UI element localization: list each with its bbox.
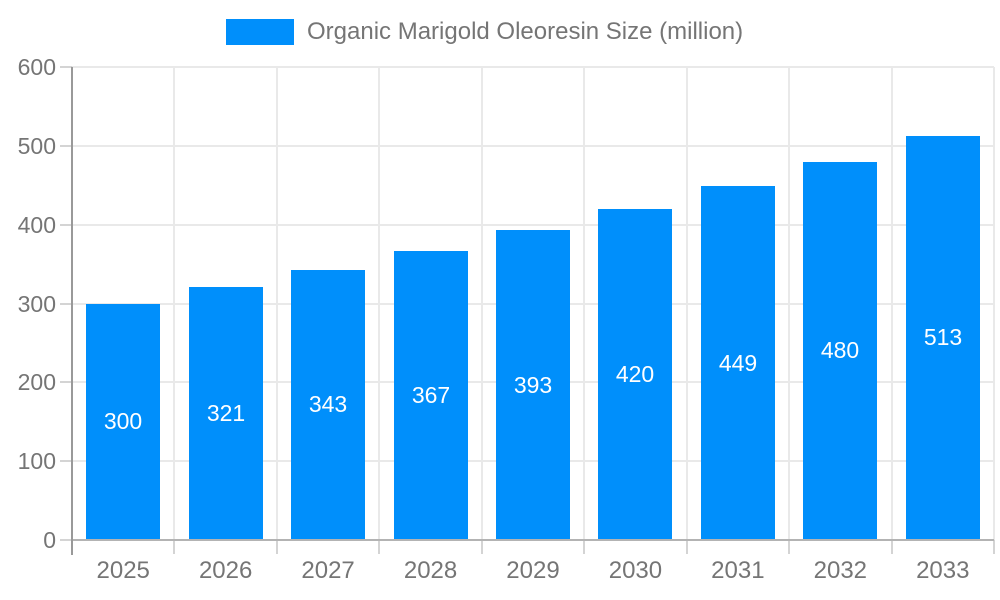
gridline-vertical <box>275 67 278 540</box>
bar-value-label: 300 <box>103 408 143 435</box>
x-axis-tick <box>993 540 995 554</box>
y-tick-label: 200 <box>17 369 56 396</box>
y-tick-label: 0 <box>43 527 56 553</box>
y-tick-label: 600 <box>17 54 56 80</box>
y-axis-tick <box>60 144 72 147</box>
bar-value-label: 420 <box>615 360 655 387</box>
y-tick-label: 100 <box>17 448 56 475</box>
y-tick-label: 500 <box>17 132 56 159</box>
x-tick-label: 2032 <box>813 557 868 584</box>
x-axis-tick <box>890 540 893 554</box>
x-axis-tick <box>788 540 791 554</box>
y-axis-tick <box>60 302 72 305</box>
gridline-vertical <box>583 67 586 540</box>
y-axis-tick <box>60 460 72 463</box>
x-tick-label: 2031 <box>711 557 765 584</box>
x-axis-line <box>71 539 994 541</box>
bar[interactable]: 367 <box>394 250 468 540</box>
bar-value-label: 367 <box>411 381 451 408</box>
bar-value-label: 393 <box>513 371 553 398</box>
y-axis-tick <box>60 223 72 226</box>
bar-value-label: 480 <box>820 337 860 364</box>
y-tick-label: 400 <box>17 211 56 238</box>
x-tick-label: 2026 <box>198 557 253 584</box>
y-axis-tick <box>60 381 72 384</box>
x-axis-tick <box>173 540 176 554</box>
x-axis-tick <box>583 540 586 554</box>
x-tick-label: 2030 <box>608 557 663 584</box>
legend-label: Organic Marigold Oleoresin Size (million… <box>307 18 744 45</box>
bar-value-label: 321 <box>206 399 246 426</box>
x-axis-tick <box>378 540 381 554</box>
gridline-vertical <box>480 67 483 540</box>
y-axis-tick <box>60 66 72 68</box>
gridline-horizontal <box>72 66 994 68</box>
bar[interactable]: 321 <box>189 286 263 540</box>
gridline-vertical <box>788 67 791 540</box>
x-tick-label: 2027 <box>301 557 355 584</box>
x-tick-label: 2033 <box>916 557 970 584</box>
x-axis-tick <box>685 540 688 554</box>
gridline-vertical <box>685 67 688 540</box>
gridline-vertical <box>378 67 381 540</box>
bar[interactable]: 449 <box>701 186 775 540</box>
gridline-horizontal <box>72 223 994 226</box>
gridline-horizontal <box>72 144 994 147</box>
bar[interactable]: 343 <box>291 269 365 540</box>
x-tick-label: 2029 <box>506 557 560 584</box>
gridline-vertical <box>890 67 893 540</box>
x-tick-label: 2028 <box>403 557 458 584</box>
y-axis-tick <box>60 539 72 541</box>
chart-legend: Organic Marigold Oleoresin Size (million… <box>226 16 743 48</box>
y-tick-label: 300 <box>17 290 56 317</box>
gridline-vertical <box>993 67 995 540</box>
bar-value-label: 343 <box>308 391 348 418</box>
gridline-vertical <box>173 67 176 540</box>
x-tick-label: 2025 <box>96 557 150 584</box>
bar[interactable]: 420 <box>598 208 672 540</box>
x-axis-tick <box>480 540 483 554</box>
bar[interactable]: 300 <box>86 303 160 540</box>
bar[interactable]: 480 <box>803 161 877 540</box>
bar[interactable]: 513 <box>906 135 980 540</box>
y-axis-line <box>71 67 73 555</box>
bar-value-label: 449 <box>718 349 758 376</box>
bar[interactable]: 393 <box>496 230 570 540</box>
x-axis-tick <box>275 540 278 554</box>
bar-value-label: 513 <box>923 324 963 351</box>
legend-swatch <box>226 19 294 45</box>
legend-item[interactable]: Organic Marigold Oleoresin Size (million… <box>226 18 743 46</box>
